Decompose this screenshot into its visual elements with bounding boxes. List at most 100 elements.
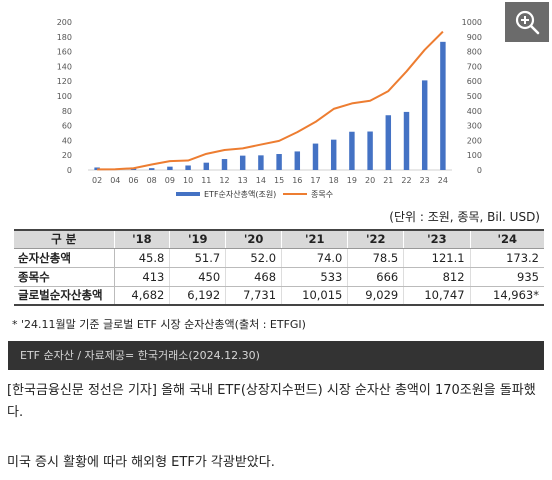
x-tick-label: 14 (256, 176, 266, 185)
table-cell: 121.1 (403, 248, 471, 268)
y-right-tick-label: 200 (467, 136, 482, 145)
x-tick-label: 22 (401, 176, 411, 185)
bar (276, 154, 282, 170)
x-tick-label: 04 (110, 176, 120, 185)
zoom-button[interactable] (505, 2, 549, 42)
bar (203, 162, 210, 170)
table-cell: 74.0 (281, 248, 348, 268)
x-tick-label: 11 (201, 176, 211, 185)
bar (330, 139, 337, 170)
y-left-tick-label: 160 (57, 48, 72, 57)
table-header-cell: '19 (169, 229, 226, 249)
y-right-tick-label: 800 (467, 48, 482, 57)
y-left-tick-label: 20 (62, 151, 72, 160)
table-header-cell: '24 (469, 229, 544, 249)
row-label: 종목수 (14, 267, 115, 287)
etf-data-table: 구 분 '18 '19 '20 '21 '22 '23 '24 순자산총액 45… (14, 229, 544, 306)
table-cell: 935 (469, 267, 544, 287)
table-cell: 52.0 (225, 248, 282, 268)
y-left-tick-label: 80 (62, 107, 72, 116)
table-cell: 468 (225, 267, 282, 287)
legend-swatch-bar (176, 192, 200, 196)
row-label: 순자산총액 (14, 248, 115, 268)
table-cell: 9,029 (347, 286, 404, 306)
x-tick-label: 23 (420, 176, 430, 185)
row-label: 글로벌순자산총액 (14, 286, 115, 306)
bar (294, 151, 301, 170)
table-cell: 6,192 (169, 286, 226, 306)
article-paragraph: [한국금융신문 정선은 기자] 올해 국내 ETF(상장지수펀드) 시장 순자산… (7, 383, 536, 420)
image-caption: ETF 순자산 / 자료제공= 한국거래소(2024.12.30) (8, 341, 544, 370)
table-cell: 450 (169, 267, 226, 287)
table-cell: 7,731 (225, 286, 282, 306)
table-row: 종목수 413 450 468 533 666 812 935 (14, 267, 544, 287)
table-cell: 45.8 (113, 248, 170, 268)
x-tick-label: 21 (383, 176, 393, 185)
table-cell: 812 (403, 267, 471, 287)
y-left-tick-label: 180 (57, 33, 72, 42)
y-left-tick-label: 140 (57, 62, 72, 71)
bar (221, 159, 228, 170)
x-tick-label: 16 (292, 176, 302, 185)
x-tick-label: 24 (438, 176, 448, 185)
table-header-cell: '23 (403, 229, 471, 249)
y-left-tick-label: 0 (67, 166, 72, 175)
legend-label: 종목수 (311, 190, 333, 199)
table-cell: 10,747 (403, 286, 471, 306)
bar (312, 143, 319, 170)
table-header-cell: '20 (225, 229, 282, 249)
article-paragraph: 미국 증시 활황에 따라 해외형 ETF가 각광받았다. (7, 455, 275, 470)
x-tick-label: 02 (92, 176, 102, 185)
x-tick-label: 19 (347, 176, 357, 185)
y-left-tick-label: 200 (57, 18, 72, 27)
bar (385, 115, 392, 170)
y-right-tick-label: 0 (477, 166, 482, 175)
table-row: 순자산총액 45.8 51.7 52.0 74.0 78.5 121.1 173… (14, 248, 544, 268)
y-right-tick-label: 700 (467, 62, 482, 71)
x-tick-label: 15 (274, 176, 284, 185)
x-tick-label: 12 (219, 176, 229, 185)
y-right-tick-label: 900 (467, 33, 482, 42)
bar (185, 165, 191, 170)
table-row: 글로벌순자산총액 4,682 6,192 7,731 10,015 9,029 … (14, 286, 544, 306)
x-tick-label: 17 (310, 176, 320, 185)
line-series-path (97, 30, 444, 171)
table-header-cell: '18 (113, 229, 170, 249)
unit-note: (단위 : 조원, 종목, Bil. USD) (389, 210, 540, 224)
bar (440, 41, 446, 170)
y-left-tick-label: 120 (57, 77, 72, 86)
bar (258, 155, 264, 170)
y-left-tick-label: 40 (62, 136, 72, 145)
y-left-tick-label: 60 (62, 122, 72, 131)
x-tick-label: 06 (128, 176, 138, 185)
y-right-tick-label: 300 (467, 122, 482, 131)
y-right-tick-label: 400 (467, 107, 482, 116)
x-tick-label: 08 (147, 176, 157, 185)
y-right-tick-label: 1000 (462, 18, 482, 27)
legend-label: ETF순자산총액(조원) (204, 189, 276, 199)
table-cell: 666 (347, 267, 404, 287)
table-cell: 51.7 (169, 248, 226, 268)
bar (421, 80, 428, 170)
etf-chart: 0204060801001201401601802000100200300400… (57, 18, 482, 199)
table-header-cell: '21 (281, 229, 348, 249)
bar (239, 155, 246, 170)
bar (148, 168, 155, 170)
x-tick-label: 10 (183, 176, 193, 185)
table-header-cell: '22 (347, 229, 404, 249)
y-right-tick-label: 500 (467, 92, 482, 101)
bar (367, 131, 373, 170)
y-right-tick-label: 100 (467, 151, 482, 160)
table-cell: 173.2 (469, 248, 544, 268)
footnote: * '24.11월말 기준 글로벌 ETF 시장 순자산총액(출처 : ETFG… (12, 318, 306, 331)
table-header-row: 구 분 '18 '19 '20 '21 '22 '23 '24 (14, 229, 544, 249)
zoom-in-icon (515, 10, 540, 35)
table-cell: 78.5 (347, 248, 404, 268)
x-tick-label: 18 (329, 176, 339, 185)
table-cell: 10,015 (281, 286, 348, 306)
table-cell: 14,963* (469, 286, 544, 306)
y-left-tick-label: 100 (57, 92, 72, 101)
table-cell: 4,682 (113, 286, 170, 306)
x-tick-label: 20 (365, 176, 375, 185)
table-cell: 413 (113, 267, 170, 287)
